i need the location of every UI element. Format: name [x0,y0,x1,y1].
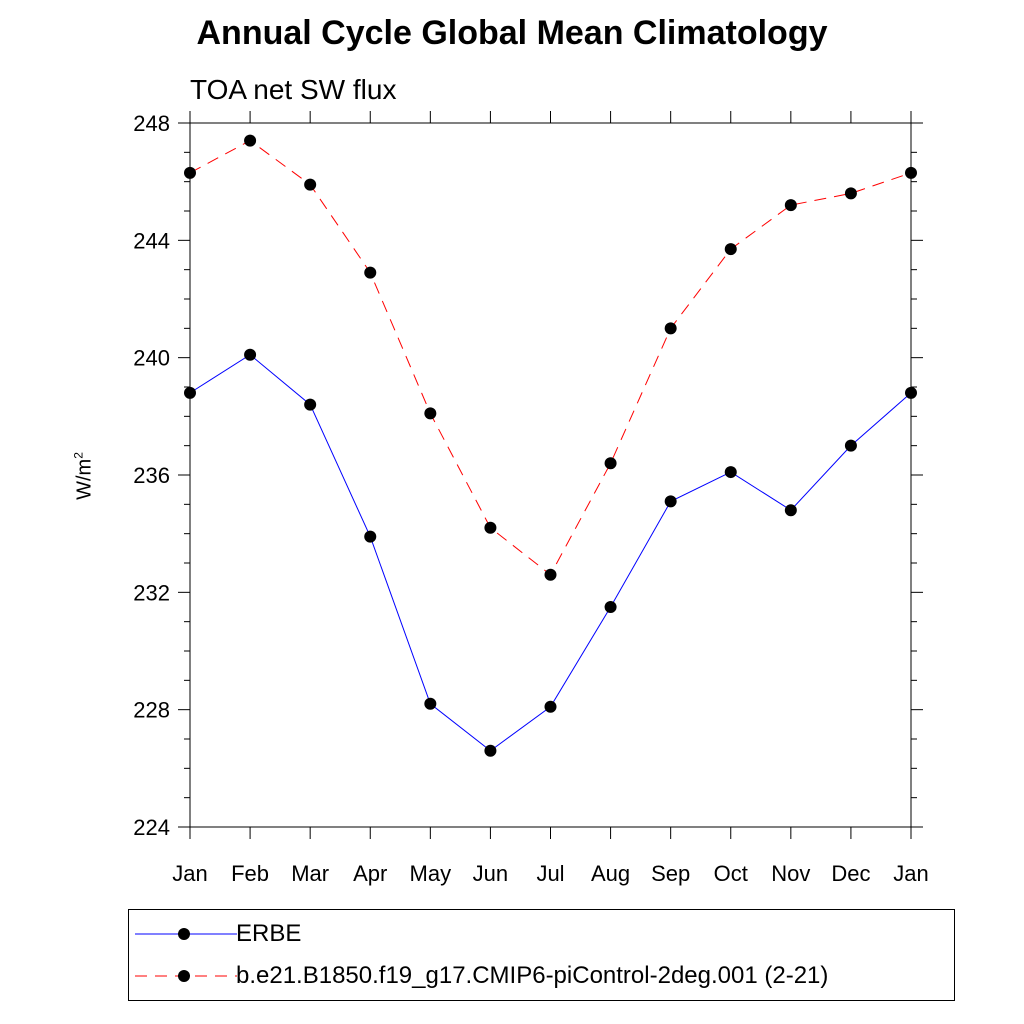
series-line-1 [189,140,912,576]
x-tick-label: Feb [231,861,269,886]
data-point-series-1 [784,199,797,212]
data-point-series-0 [664,495,677,508]
data-point-series-1 [424,407,437,420]
x-tick-label: Mar [291,861,329,886]
data-point-series-0 [484,744,497,757]
plot-frame [189,122,912,828]
data-point-series-1 [244,134,257,147]
data-point-series-0 [724,466,737,479]
x-tick-label: Oct [714,861,748,886]
data-point-series-1 [304,178,317,191]
legend-swatch-model [135,970,237,982]
data-point-series-1 [724,243,737,256]
legend-marker-model [178,970,190,982]
y-tick-label: 232 [133,580,170,605]
data-point-series-1 [364,266,377,279]
axes: 224 228 232 236 240 244 248 Jan Feb Mar Apr May Jun J… [133,111,929,886]
data-point-series-0 [784,504,797,517]
data-point-series-0 [905,386,917,399]
x-tick-label: Jan [893,861,928,886]
legend-item-erbe: ERBE [129,916,954,952]
data-point-series-0 [184,386,196,399]
x-tick-label: Jan [172,861,207,886]
x-tick-label: Aug [591,861,630,886]
data-point-series-1 [484,521,497,534]
y-tick-label: 244 [133,228,170,253]
data-point-series-1 [664,322,677,335]
x-tick-label: Sep [651,861,690,886]
data-point-series-0 [244,348,257,361]
legend-label-model: b.e21.B1850.f19_g17.CMIP6-piControl-2deg… [236,962,829,989]
chart-title: Annual Cycle Global Mean Climatology [196,14,828,52]
data-point-series-0 [364,530,377,543]
x-tick-label: Dec [831,861,870,886]
legend-item-model: b.e21.B1850.f19_g17.CMIP6-piControl-2deg… [129,958,954,994]
series-layer [184,134,917,757]
y-tick-label: 236 [133,463,170,488]
x-tick-label: May [410,861,452,886]
x-tick-label: Nov [771,861,810,886]
legend-marker-erbe [178,928,190,940]
y-tick-label: 224 [133,815,170,840]
data-point-series-0 [424,697,437,710]
data-point-series-1 [184,166,196,179]
legend-swatch-erbe [135,928,237,940]
data-point-series-1 [604,457,617,470]
x-tick-label: Apr [353,861,387,886]
series-line-0 [189,354,912,752]
data-point-series-1 [544,568,557,581]
y-tick-label: 248 [133,111,170,136]
y-tick-label: 228 [133,698,170,723]
chart-subtitle: TOA net SW flux [190,74,397,105]
legend-label-erbe: ERBE [236,920,302,947]
x-tick-label: Jul [536,861,564,886]
data-point-series-0 [604,601,617,613]
data-point-series-1 [905,166,917,179]
data-point-series-0 [544,700,557,713]
legend: ERBE b.e21.B1850.f19_g17.CMIP6-piControl… [128,909,955,1001]
y-tick-label: 240 [133,346,170,371]
data-point-series-1 [844,187,857,200]
x-tick-label: Jun [473,861,508,886]
data-point-series-0 [304,398,317,411]
data-point-series-0 [844,439,857,452]
